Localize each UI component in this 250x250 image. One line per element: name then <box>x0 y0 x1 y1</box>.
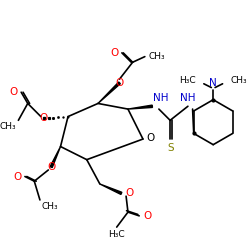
Polygon shape <box>128 105 152 109</box>
Text: H₃C: H₃C <box>108 230 125 239</box>
Text: O: O <box>125 188 134 198</box>
Text: O: O <box>110 48 118 58</box>
Text: O: O <box>13 172 21 181</box>
Text: O: O <box>47 162 55 172</box>
Text: CH₃: CH₃ <box>42 202 58 211</box>
Text: O: O <box>116 78 124 88</box>
Text: O: O <box>9 87 18 97</box>
Text: NH: NH <box>153 92 169 102</box>
Text: O: O <box>143 211 151 221</box>
Polygon shape <box>50 146 60 168</box>
Text: S: S <box>168 143 174 153</box>
Text: H₃C: H₃C <box>179 76 196 86</box>
Text: CH₃: CH₃ <box>0 122 16 131</box>
Text: NH: NH <box>180 92 196 102</box>
Text: CH₃: CH₃ <box>148 52 165 61</box>
Text: N: N <box>209 78 217 88</box>
Text: CH₃: CH₃ <box>231 76 248 86</box>
Text: O: O <box>40 114 48 124</box>
Polygon shape <box>100 184 122 194</box>
Text: O: O <box>147 133 155 143</box>
Polygon shape <box>98 82 120 104</box>
